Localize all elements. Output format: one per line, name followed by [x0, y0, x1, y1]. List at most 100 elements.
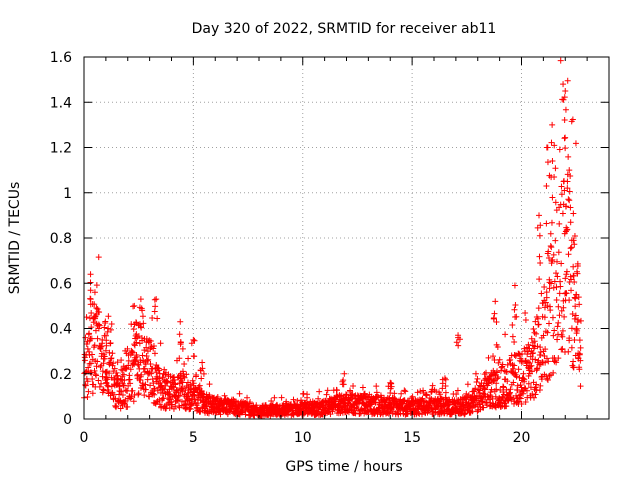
data-point — [420, 387, 427, 394]
data-point — [130, 303, 137, 310]
data-point — [549, 121, 556, 128]
data-point — [577, 317, 584, 324]
data-point — [558, 307, 565, 314]
data-point — [518, 400, 525, 407]
data-point — [534, 315, 541, 322]
data-point — [191, 337, 198, 344]
data-point — [114, 372, 121, 379]
data-point — [154, 315, 161, 322]
data-point — [93, 282, 100, 289]
data-point — [553, 284, 560, 291]
data-point — [89, 351, 96, 358]
data-point — [530, 350, 537, 357]
data-point — [570, 272, 577, 279]
data-point — [147, 337, 154, 344]
data-point — [550, 251, 557, 258]
data-point — [560, 81, 567, 88]
data-point — [492, 393, 499, 400]
data-point — [391, 390, 398, 397]
data-point — [543, 144, 550, 151]
data-point — [82, 369, 89, 376]
data-point — [423, 391, 430, 398]
data-point — [323, 391, 330, 398]
data-point — [161, 366, 168, 373]
data-point — [179, 345, 186, 352]
data-point — [94, 335, 101, 342]
data-point — [520, 370, 527, 377]
data-point — [567, 245, 574, 252]
data-point — [434, 403, 441, 410]
data-point — [576, 350, 583, 357]
data-point — [122, 387, 129, 394]
data-point — [109, 350, 116, 357]
data-point — [300, 390, 307, 397]
data-point — [143, 344, 150, 351]
data-point — [86, 351, 93, 358]
data-point — [560, 304, 567, 311]
data-point — [564, 185, 571, 192]
data-point — [561, 313, 568, 320]
data-point — [543, 289, 550, 296]
data-point — [359, 384, 366, 391]
data-point — [98, 380, 105, 387]
data-point — [543, 220, 550, 227]
data-point — [538, 290, 545, 297]
data-point — [565, 348, 572, 355]
data-point — [550, 284, 557, 291]
data-point — [566, 188, 573, 195]
data-point — [85, 388, 92, 395]
data-point — [386, 409, 393, 416]
data-point — [566, 297, 573, 304]
data-point — [118, 357, 125, 364]
data-point — [424, 409, 431, 416]
data-point — [506, 390, 513, 397]
data-point — [130, 398, 137, 405]
data-point — [304, 394, 311, 401]
data-point — [507, 356, 514, 363]
y-tick-labels: 0 0.2 0.4 0.6 0.8 1 1.2 1.4 1.6 — [50, 50, 72, 428]
data-point — [394, 408, 401, 415]
y-tick-label: 0.4 — [50, 322, 72, 338]
data-point — [86, 315, 93, 322]
data-point — [147, 382, 154, 389]
data-point — [577, 383, 584, 390]
data-point — [530, 325, 537, 332]
data-point — [417, 388, 424, 395]
data-point — [481, 385, 488, 392]
data-point — [100, 386, 107, 393]
data-point — [553, 296, 560, 303]
data-point — [555, 355, 562, 362]
data-point — [428, 389, 435, 396]
data-point — [149, 376, 156, 383]
data-point — [131, 342, 138, 349]
data-point — [571, 315, 578, 322]
data-point — [247, 399, 254, 406]
data-point — [351, 407, 358, 414]
data-point — [154, 387, 161, 394]
data-point — [495, 359, 502, 366]
data-point — [545, 248, 552, 255]
data-point — [565, 153, 572, 160]
data-point — [108, 355, 115, 362]
data-point — [95, 377, 102, 384]
data-point — [387, 385, 394, 392]
data-point — [576, 337, 583, 344]
data-point — [105, 325, 112, 332]
data-point — [101, 324, 108, 331]
data-point — [157, 340, 164, 347]
data-point — [558, 191, 565, 198]
data-point — [87, 287, 94, 294]
data-point — [284, 411, 291, 418]
data-point — [532, 384, 539, 391]
data-point — [140, 320, 147, 327]
data-point — [90, 319, 97, 326]
data-point — [110, 360, 117, 367]
data-point — [511, 306, 518, 313]
data-point — [517, 355, 524, 362]
data-point — [530, 394, 537, 401]
data-point — [571, 233, 578, 240]
data-point — [479, 399, 486, 406]
data-point — [199, 365, 206, 372]
data-point — [522, 399, 529, 406]
x-tick-label: 5 — [189, 430, 198, 446]
